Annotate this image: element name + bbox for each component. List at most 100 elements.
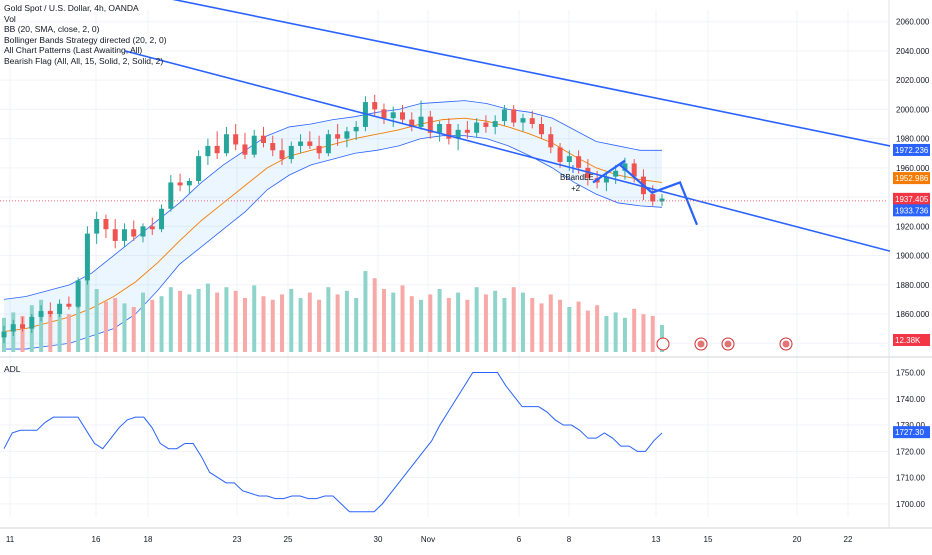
us-flag-event-icon-inner (697, 340, 705, 348)
volume-bar (622, 317, 627, 352)
volume-bar (242, 298, 247, 352)
volume-bar (632, 308, 637, 352)
candle-body (437, 124, 443, 133)
time-tick-label: 16 (92, 535, 101, 544)
time-tick-label: 11 (6, 535, 15, 544)
volume-bar (150, 299, 155, 352)
time-tick-label: 23 (233, 535, 242, 544)
candle-body (659, 198, 665, 202)
volume-bar (298, 298, 303, 352)
candle-body (149, 226, 155, 230)
bbandle-label: BBandLE (560, 173, 594, 182)
candle-body (316, 145, 322, 154)
volume-bar (641, 314, 646, 352)
adl-tick-label: 1730.00 (896, 421, 925, 430)
candle-body (585, 167, 591, 179)
candle-body (548, 134, 554, 148)
candle-body (66, 303, 72, 307)
price-tick-label: 1920.000 (896, 222, 930, 231)
candle-body (353, 126, 359, 132)
volume-bar (428, 294, 433, 352)
volume-bar (85, 280, 90, 352)
volume-bar (289, 289, 294, 352)
lightning-event-icon-inner (659, 340, 667, 348)
volume-bar (270, 299, 275, 352)
candle-body (223, 134, 229, 154)
candle-body (38, 311, 44, 317)
adl-line (3, 372, 663, 513)
candle-body (47, 311, 53, 314)
volume-bar (409, 296, 414, 352)
price-tick-label: 1860.000 (896, 310, 930, 319)
volume-bar (483, 294, 488, 352)
legend: Gold Spot / U.S. Dollar, 4h, OANDA Vol B… (4, 3, 167, 67)
candle-body (501, 109, 507, 122)
volume-bar (585, 310, 590, 352)
volume-bar (122, 303, 127, 352)
adl-last-bg (893, 426, 930, 439)
volume-bar (372, 278, 377, 352)
volume-bar (224, 287, 229, 352)
volume-bar (131, 307, 136, 352)
volume-bar (20, 316, 25, 352)
candle-body (121, 229, 127, 241)
volume-bar (437, 289, 442, 352)
candle-body (177, 182, 183, 186)
candle-body (233, 134, 239, 145)
adl-tick-label: 1700.00 (896, 500, 925, 509)
legend-bearish-flag[interactable]: Bearish Flag (All, All, 15, Solid, 2, So… (4, 55, 164, 66)
price-tick-label: 1960.000 (896, 164, 930, 173)
candle-body (603, 176, 609, 183)
candle-body (325, 134, 331, 154)
legend-bb-strategy[interactable]: Bollinger Bands Strategy directed (20, 2… (4, 34, 167, 45)
candle-body (631, 163, 637, 177)
candle-body (10, 324, 16, 332)
volume-bar (354, 298, 359, 352)
channel-upper-line (172, 0, 891, 147)
legend-vol[interactable]: Vol (4, 13, 16, 24)
volume-bar (465, 299, 470, 352)
volume-bar (233, 290, 238, 352)
price-tick-label: 2060.000 (896, 18, 930, 27)
candle-body (298, 141, 304, 146)
candle-body (390, 112, 396, 119)
us-flag-event-icon-inner (782, 340, 790, 348)
candle-body (75, 280, 81, 307)
volume-bar (39, 299, 44, 352)
candle-body (409, 119, 415, 127)
us-flag-event-icon-inner (724, 340, 732, 348)
volume-bar (141, 292, 146, 352)
candle-body (112, 229, 118, 241)
adl-last-label: 1727.30 (895, 428, 924, 437)
candle-body (140, 226, 146, 237)
volume-bar (57, 307, 62, 352)
volume-bar (103, 301, 108, 352)
candle-body (576, 156, 582, 168)
basis-label-bg (893, 172, 930, 185)
volume-bar (196, 289, 201, 352)
legend-chart-patterns[interactable]: All Chart Patterns (Last Awaiting, All) (4, 45, 143, 56)
last-price-label: 1937.405 (895, 195, 929, 204)
candle-body (196, 156, 202, 181)
candle-body (427, 116, 433, 133)
candle-body (344, 131, 350, 139)
time-tick-label: 20 (793, 535, 802, 544)
volume-bar (539, 303, 544, 352)
candle-body (1, 331, 7, 338)
volume-bar (280, 294, 285, 352)
volume-bar (215, 292, 220, 352)
volume-bar (400, 285, 405, 352)
legend-bb[interactable]: BB (20, SMA, close, 2, 0) (4, 24, 100, 35)
candle-body (186, 181, 192, 186)
candle-body (84, 233, 90, 281)
volume-bar (66, 314, 71, 352)
adl-title[interactable]: ADL (4, 364, 21, 374)
price-tick-label: 2020.000 (896, 76, 930, 85)
time-tick-label: 6 (517, 535, 522, 544)
candle-body (168, 182, 174, 209)
candle-body (335, 134, 341, 139)
chart-title[interactable]: Gold Spot / U.S. Dollar, 4h, OANDA (4, 3, 139, 13)
candle-body (529, 118, 535, 124)
